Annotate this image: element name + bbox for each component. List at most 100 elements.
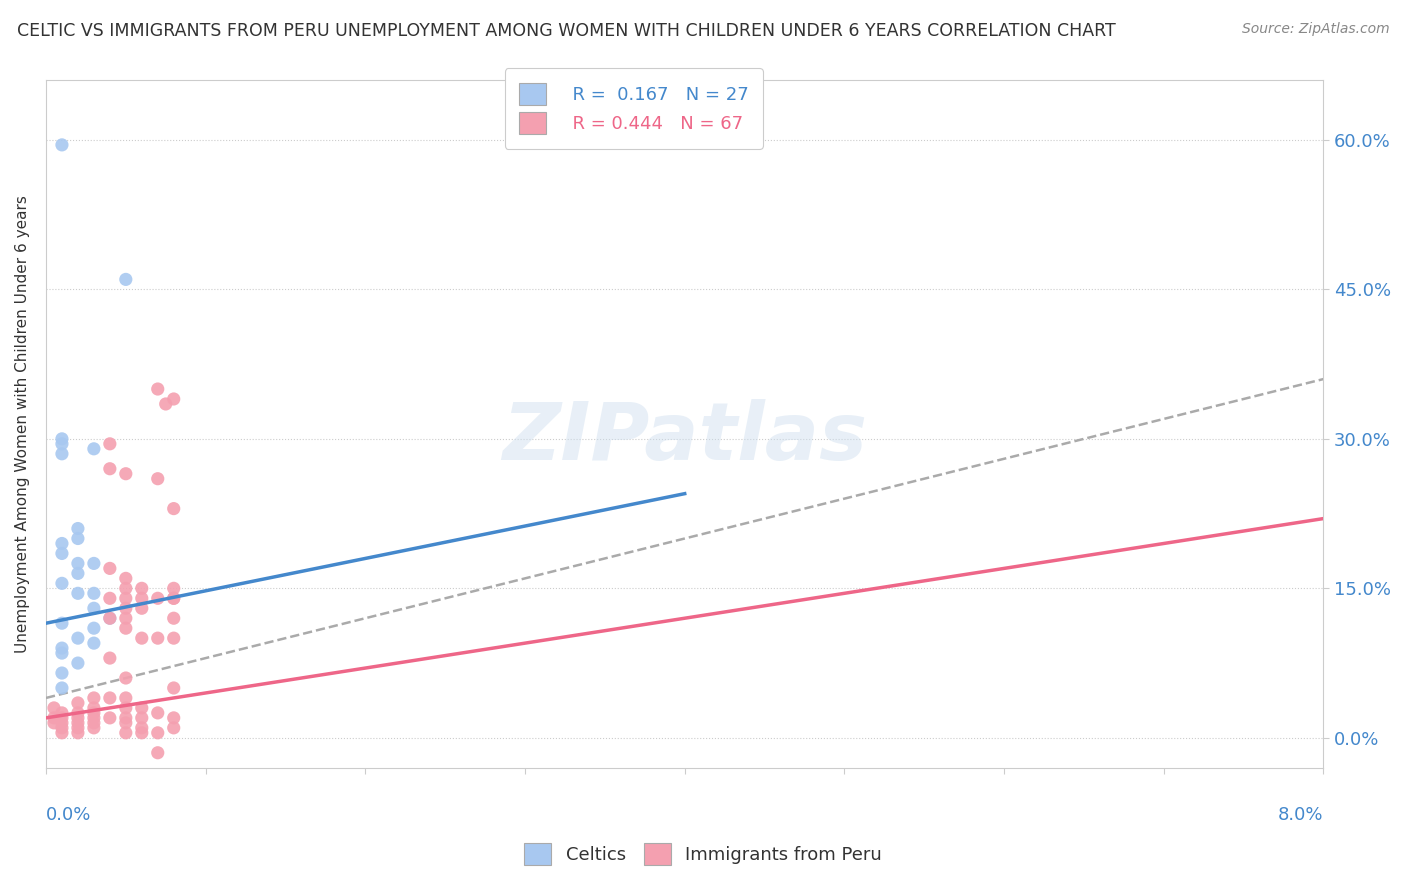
Point	[98, 561, 121, 575]
Point	[83, 621, 105, 635]
Point	[114, 591, 136, 606]
Point	[42, 711, 65, 725]
Point	[51, 681, 73, 695]
Point	[98, 591, 121, 606]
Point	[51, 432, 73, 446]
Point	[51, 536, 73, 550]
Point	[146, 382, 169, 396]
Point	[146, 726, 169, 740]
Point	[163, 591, 186, 606]
Point	[83, 701, 105, 715]
Point	[114, 272, 136, 286]
Point	[98, 461, 121, 475]
Point	[83, 601, 105, 615]
Point	[51, 666, 73, 681]
Point	[114, 571, 136, 585]
Point	[83, 706, 105, 720]
Point	[114, 671, 136, 685]
Point	[131, 726, 153, 740]
Point	[83, 442, 105, 456]
Point	[51, 616, 73, 631]
Point	[42, 715, 65, 730]
Point	[66, 715, 89, 730]
Point	[51, 711, 73, 725]
Point	[114, 701, 136, 715]
Point	[131, 601, 153, 615]
Point	[163, 721, 186, 735]
Point	[66, 566, 89, 581]
Point	[146, 706, 169, 720]
Point	[146, 631, 169, 645]
Legend: Celtics, Immigrants from Peru: Celtics, Immigrants from Peru	[517, 836, 889, 872]
Point	[114, 726, 136, 740]
Point	[163, 501, 186, 516]
Point	[131, 701, 153, 715]
Point	[114, 711, 136, 725]
Point	[131, 591, 153, 606]
Point	[146, 472, 169, 486]
Point	[66, 706, 89, 720]
Point	[66, 631, 89, 645]
Point	[51, 715, 73, 730]
Point	[146, 591, 169, 606]
Point	[114, 601, 136, 615]
Y-axis label: Unemployment Among Women with Children Under 6 years: Unemployment Among Women with Children U…	[15, 195, 30, 653]
Point	[66, 726, 89, 740]
Point	[114, 582, 136, 596]
Point	[163, 611, 186, 625]
Point	[163, 711, 186, 725]
Point	[51, 646, 73, 660]
Point	[83, 711, 105, 725]
Point	[114, 690, 136, 705]
Point	[83, 721, 105, 735]
Text: ZIPatlas: ZIPatlas	[502, 399, 868, 476]
Point	[51, 726, 73, 740]
Point	[51, 641, 73, 656]
Point	[83, 715, 105, 730]
Point	[114, 715, 136, 730]
Point	[163, 392, 186, 406]
Point	[66, 586, 89, 600]
Point	[98, 711, 121, 725]
Point	[131, 582, 153, 596]
Point	[66, 721, 89, 735]
Point	[51, 437, 73, 451]
Point	[114, 621, 136, 635]
Point	[98, 437, 121, 451]
Point	[83, 690, 105, 705]
Point	[66, 532, 89, 546]
Text: 0.0%: 0.0%	[46, 805, 91, 823]
Text: CELTIC VS IMMIGRANTS FROM PERU UNEMPLOYMENT AMONG WOMEN WITH CHILDREN UNDER 6 YE: CELTIC VS IMMIGRANTS FROM PERU UNEMPLOYM…	[17, 22, 1115, 40]
Point	[163, 631, 186, 645]
Point	[66, 656, 89, 670]
Point	[131, 711, 153, 725]
Point	[51, 576, 73, 591]
Point	[155, 397, 177, 411]
Point	[146, 746, 169, 760]
Point	[163, 582, 186, 596]
Point	[98, 651, 121, 665]
Point	[66, 522, 89, 536]
Point	[114, 467, 136, 481]
Point	[98, 611, 121, 625]
Point	[114, 611, 136, 625]
Point	[163, 681, 186, 695]
Point	[83, 586, 105, 600]
Point	[51, 546, 73, 560]
Text: 8.0%: 8.0%	[1278, 805, 1323, 823]
Point	[131, 721, 153, 735]
Point	[42, 701, 65, 715]
Text: Source: ZipAtlas.com: Source: ZipAtlas.com	[1241, 22, 1389, 37]
Point	[51, 137, 73, 152]
Point	[51, 721, 73, 735]
Point	[163, 591, 186, 606]
Legend:   R =  0.167   N = 27,   R = 0.444   N = 67: R = 0.167 N = 27, R = 0.444 N = 67	[505, 69, 762, 149]
Point	[98, 611, 121, 625]
Point	[66, 696, 89, 710]
Point	[51, 447, 73, 461]
Point	[66, 557, 89, 571]
Point	[66, 711, 89, 725]
Point	[98, 690, 121, 705]
Point	[83, 636, 105, 650]
Point	[131, 631, 153, 645]
